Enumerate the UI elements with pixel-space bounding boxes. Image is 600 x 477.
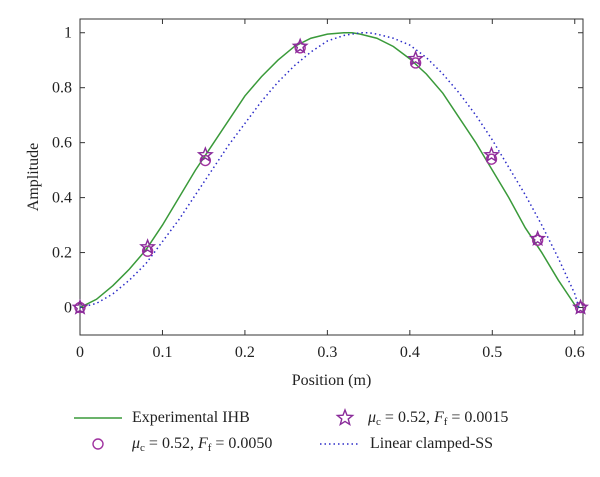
circle-marker-point	[409, 57, 422, 69]
y-tick-label: 0.6	[52, 135, 72, 152]
circle-marker-icon	[72, 433, 124, 455]
star-marker-point	[407, 49, 425, 67]
circle-marker-point	[531, 234, 544, 246]
star-marker-point	[291, 37, 309, 54]
x-tick-label: 0.3	[317, 344, 337, 361]
star-marker-point	[572, 298, 590, 315]
legend-item-star: μc = 0.52, Ff = 0.0015	[330, 407, 508, 429]
legend-label-circle: μc = 0.52, Ff = 0.0050	[132, 434, 273, 454]
x-tick-label: 0	[76, 344, 84, 361]
circle-marker-point	[485, 153, 498, 165]
plot-frame	[79, 18, 584, 336]
star-marker-point	[482, 146, 500, 163]
y-tick-label: 0.2	[52, 245, 72, 262]
x-tick-label: 0.4	[400, 344, 420, 361]
y-tick-label: 0.8	[52, 80, 72, 97]
legend-label-linear: Linear clamped-SS	[370, 435, 494, 452]
x-tick-label: 0.6	[565, 344, 585, 361]
x-tick-label: 0.1	[152, 344, 172, 361]
star-marker-point	[529, 229, 547, 247]
x-axis-label: Position (m)	[292, 372, 372, 389]
legend: Experimental IHB μc = 0.52, Ff = 0.0015 …	[0, 400, 600, 477]
series-line-experimental	[79, 31, 580, 309]
legend-item-experimental: Experimental IHB	[72, 407, 250, 429]
circle-marker-point	[141, 245, 154, 257]
x-tick-label: 0.5	[482, 344, 502, 361]
legend-label-star: μc = 0.52, Ff = 0.0015	[368, 408, 509, 428]
chart: 0 0.1 0.2 0.3 0.4 0.5 0.6 0 0.2 0.4 0.6 0.8 1 Positio…	[25, 18, 590, 389]
series-line-linear	[79, 31, 580, 309]
x-tick-label: 0.2	[235, 344, 255, 361]
y-axis-label: Amplitude	[25, 143, 42, 211]
star-marker-icon	[330, 407, 360, 429]
star-marker-point	[139, 238, 157, 255]
circle-marker-point	[294, 42, 306, 54]
star-marker-point	[196, 146, 214, 163]
star-marker-point	[71, 298, 89, 315]
y-tick-label: 1	[64, 25, 72, 42]
legend-item-linear: Linear clamped-SS	[318, 433, 493, 455]
legend-item-circle: μc = 0.52, Ff = 0.0050	[72, 433, 272, 455]
solid-line-icon	[72, 407, 124, 429]
y-tick-label: 0	[64, 300, 72, 317]
circle-marker-point	[199, 154, 212, 167]
y-tick-label: 0.4	[52, 190, 72, 207]
legend-label-experimental: Experimental IHB	[132, 409, 250, 426]
dotted-line-icon	[318, 433, 362, 455]
